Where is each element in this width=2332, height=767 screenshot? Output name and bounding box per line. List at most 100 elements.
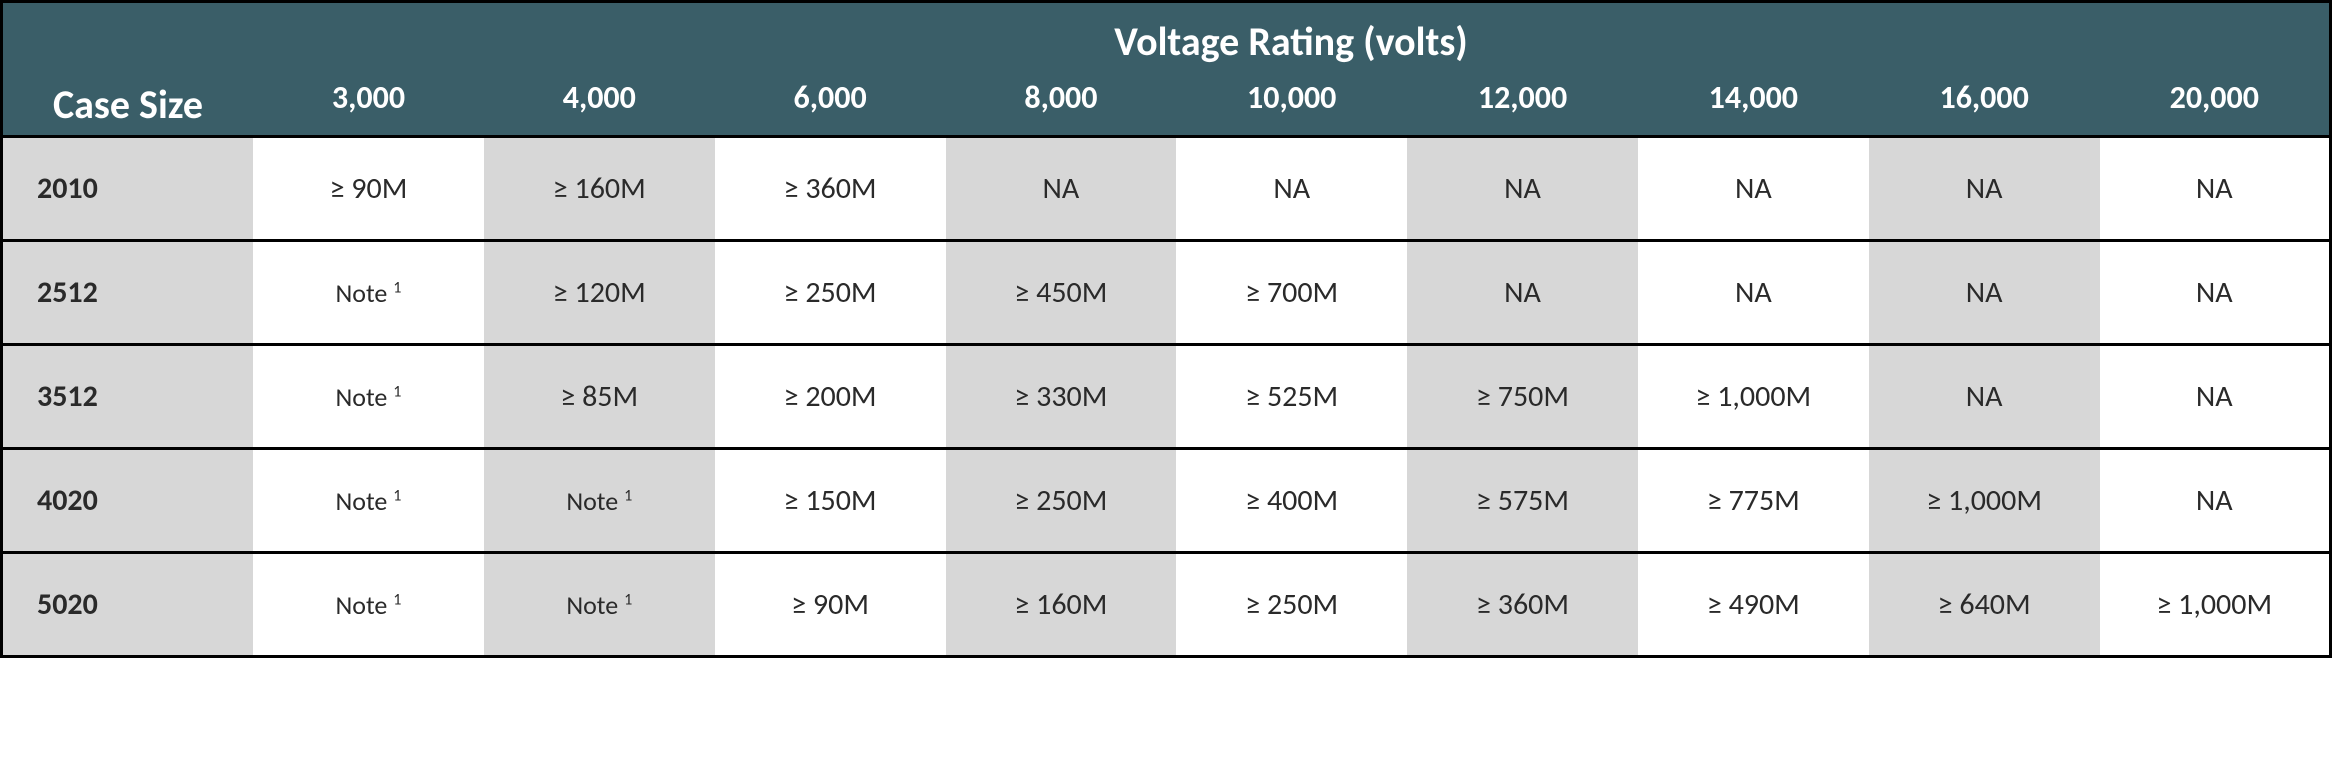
- footnote-marker: 1: [624, 590, 632, 609]
- cell-value: ≥ 490M: [1707, 586, 1800, 623]
- data-cell: ≥ 250M: [946, 449, 1177, 553]
- data-cell: Note 1: [253, 345, 484, 449]
- data-cell: NA: [1869, 345, 2100, 449]
- cell-value: ≥ 330M: [1014, 378, 1107, 415]
- data-cell: ≥ 90M: [715, 553, 946, 657]
- case-size-cell: 4020: [2, 449, 254, 553]
- cell-value: ≥ 120M: [553, 274, 646, 311]
- table-row: 2512Note 1 ≥ 120M ≥ 250M ≥ 450M ≥ 700M NA NA NA…: [2, 241, 2331, 345]
- column-header-label: 10,000: [1247, 78, 1336, 117]
- case-size-cell: 2010: [2, 137, 254, 241]
- column-header: 6,000: [715, 72, 946, 137]
- data-cell: NA: [2100, 241, 2331, 345]
- data-cell: ≥ 775M: [1638, 449, 1869, 553]
- data-cell: ≥ 1,000M: [2100, 553, 2331, 657]
- cell-value: NA: [1735, 274, 1772, 311]
- cell-value: ≥ 250M: [1245, 586, 1338, 623]
- case-size-value: 3512: [37, 378, 98, 415]
- cell-value: NA: [2196, 170, 2233, 207]
- case-size-value: 2010: [37, 170, 98, 207]
- table-body: 2010≥ 90M≥ 160M≥ 360MNANANANANANA2512Not…: [2, 137, 2331, 657]
- cell-value: ≥ 640M: [1938, 586, 2031, 623]
- cell-value: NA: [1966, 274, 2003, 311]
- data-cell: Note 1: [484, 449, 715, 553]
- cell-value: NA: [2196, 274, 2233, 311]
- column-header: 8,000: [946, 72, 1177, 137]
- cell-value: ≥ 525M: [1245, 378, 1338, 415]
- table-container: Case Size Voltage Rating (volts) 3,000 4,…: [0, 0, 2332, 658]
- data-cell: ≥ 525M: [1176, 345, 1407, 449]
- cell-value: NA: [1043, 170, 1080, 207]
- data-cell: ≥ 160M: [946, 553, 1177, 657]
- column-header: 10,000: [1176, 72, 1407, 137]
- data-cell: Note 1: [253, 553, 484, 657]
- case-size-cell: 2512: [2, 241, 254, 345]
- data-cell: NA: [946, 137, 1177, 241]
- column-header-label: 3,000: [332, 78, 405, 117]
- cell-value: NA: [1966, 378, 2003, 415]
- cell-value: ≥ 360M: [784, 170, 877, 207]
- data-cell: ≥ 1,000M: [1638, 345, 1869, 449]
- cell-value: NA: [1504, 170, 1541, 207]
- cell-value: ≥ 575M: [1476, 482, 1569, 519]
- case-size-value: 5020: [37, 586, 98, 623]
- column-header: 12,000: [1407, 72, 1638, 137]
- cell-value: ≥ 1,000M: [1696, 378, 1812, 415]
- cell-value: Note: [566, 589, 624, 621]
- case-size-cell: 5020: [2, 553, 254, 657]
- cell-value: NA: [2196, 482, 2233, 519]
- column-header-label: 16,000: [1939, 78, 2028, 117]
- cell-value: Note: [336, 485, 394, 517]
- data-cell: ≥ 400M: [1176, 449, 1407, 553]
- data-cell: ≥ 85M: [484, 345, 715, 449]
- data-cell: NA: [1638, 137, 1869, 241]
- data-cell: ≥ 360M: [1407, 553, 1638, 657]
- footnote-marker: 1: [393, 486, 401, 505]
- table-title: Voltage Rating (volts): [1114, 17, 1467, 66]
- data-cell: ≥ 700M: [1176, 241, 1407, 345]
- footnote-marker: 1: [393, 278, 401, 297]
- cell-value: ≥ 250M: [784, 274, 877, 311]
- cell-value: ≥ 750M: [1476, 378, 1569, 415]
- data-cell: Note 1: [253, 241, 484, 345]
- cell-value: ≥ 160M: [553, 170, 646, 207]
- data-cell: ≥ 250M: [715, 241, 946, 345]
- data-cell: Note 1: [253, 449, 484, 553]
- column-header: 16,000: [1869, 72, 2100, 137]
- data-cell: ≥ 360M: [715, 137, 946, 241]
- data-cell: NA: [1638, 241, 1869, 345]
- cell-value: Note: [336, 381, 394, 413]
- data-cell: ≥ 750M: [1407, 345, 1638, 449]
- case-size-value: 4020: [37, 482, 98, 519]
- data-cell: NA: [1407, 241, 1638, 345]
- cell-value: ≥ 160M: [1014, 586, 1107, 623]
- cell-value: ≥ 775M: [1707, 482, 1800, 519]
- cell-value: ≥ 150M: [784, 482, 877, 519]
- data-cell: NA: [2100, 449, 2331, 553]
- cell-value: NA: [1504, 274, 1541, 311]
- table-row: 3512Note 1≥ 85M≥ 200M≥ 330M≥ 525M≥ 750M≥…: [2, 345, 2331, 449]
- cell-value: Note: [336, 589, 394, 621]
- data-cell: NA: [1407, 137, 1638, 241]
- data-cell: ≥ 490M: [1638, 553, 1869, 657]
- cell-value: ≥ 90M: [330, 170, 408, 207]
- data-cell: NA: [2100, 137, 2331, 241]
- cell-value: ≥ 360M: [1476, 586, 1569, 623]
- column-header-label: 4,000: [563, 78, 636, 117]
- cell-value: NA: [2196, 378, 2233, 415]
- column-header-label: 20,000: [2170, 78, 2259, 117]
- column-header-label: 12,000: [1478, 78, 1567, 117]
- cell-value: ≥ 450M: [1014, 274, 1107, 311]
- column-header-label: 8,000: [1024, 78, 1097, 117]
- cell-value: ≥ 1,000M: [1926, 482, 2042, 519]
- cell-value: Note: [566, 485, 624, 517]
- column-header-row: 3,0004,0006,0008,00010,00012,00014,00016…: [2, 72, 2331, 137]
- row-header-label: Case Size: [53, 80, 203, 129]
- table-row: 4020Note 1Note 1≥ 150M≥ 250M≥ 400M≥ 575M…: [2, 449, 2331, 553]
- data-cell: NA: [2100, 345, 2331, 449]
- data-cell: ≥ 90M: [253, 137, 484, 241]
- cell-value: NA: [1273, 170, 1310, 207]
- case-size-cell: 3512: [2, 345, 254, 449]
- column-header: 4,000: [484, 72, 715, 137]
- table-row: 2010≥ 90M≥ 160M≥ 360MNANANANANANA: [2, 137, 2331, 241]
